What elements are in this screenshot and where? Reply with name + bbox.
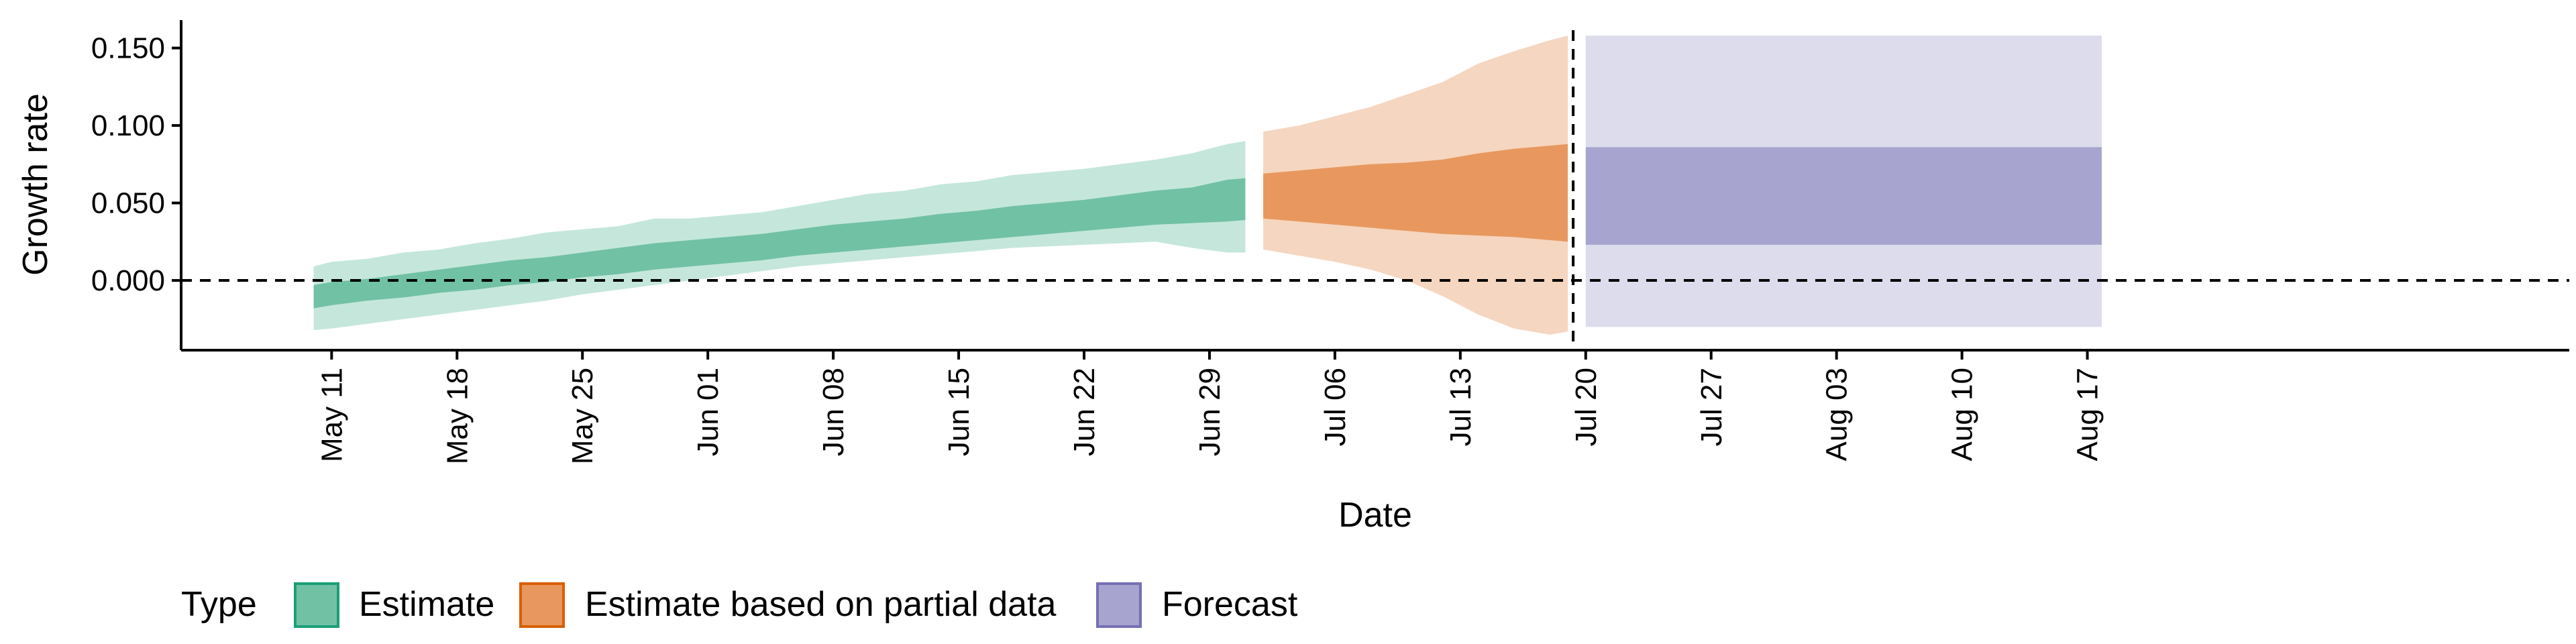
y-tick-label: 0.000 [91,264,165,297]
x-tick-label: Jul 06 [1319,368,1352,446]
x-tick-label: Aug 03 [1821,368,1854,461]
forecast-inner-interval [1585,147,2102,245]
x-tick-label: May 18 [441,368,474,464]
legend-key-estimate [294,582,339,628]
x-tick-label: Jun 15 [943,368,975,456]
reference-lines [181,30,2569,350]
x-tick-label: May 11 [315,368,348,462]
x-tick-label: May 25 [566,368,599,464]
legend-key-partial [519,582,565,628]
legend-title: Type [181,585,257,624]
y-axis-title: Growth rate [16,93,55,276]
x-tick-label: Jun 08 [817,368,850,456]
legend-key-forecast [1096,582,1142,628]
ribbon-layer [313,36,2102,335]
legend-label-forecast: Forecast [1162,585,1298,624]
estimate-based-on-partial-data-inner-interval [1263,144,1568,242]
y-tick-label: 0.150 [91,32,165,65]
legend-label-partial: Estimate based on partial data [585,585,1057,624]
x-tick-label: Aug 17 [2072,368,2104,461]
y-tick-label: 0.050 [91,187,165,220]
tick-labels: 0.000 0.050 0.100 0.150 May 11 May 18 May 25 Ju… [91,32,2104,465]
x-tick-label: Jul 20 [1570,368,1603,446]
legend: Type Estimate Estimate based on partial … [181,582,1298,628]
y-tick-label: 0.100 [91,109,165,142]
x-tick-label: Jun 01 [692,368,724,456]
axes [180,20,2569,352]
estimate-inner-interval [313,178,1246,309]
x-tick-label: Jun 29 [1193,368,1226,456]
x-tick-label: Aug 10 [1946,368,1979,461]
x-axis-title: Date [1338,496,1412,535]
x-tick-label: Jul 13 [1444,368,1477,446]
x-tick-label: Jul 27 [1695,368,1728,446]
legend-label-estimate: Estimate [359,585,494,624]
x-tick-label: Jun 22 [1068,368,1101,456]
